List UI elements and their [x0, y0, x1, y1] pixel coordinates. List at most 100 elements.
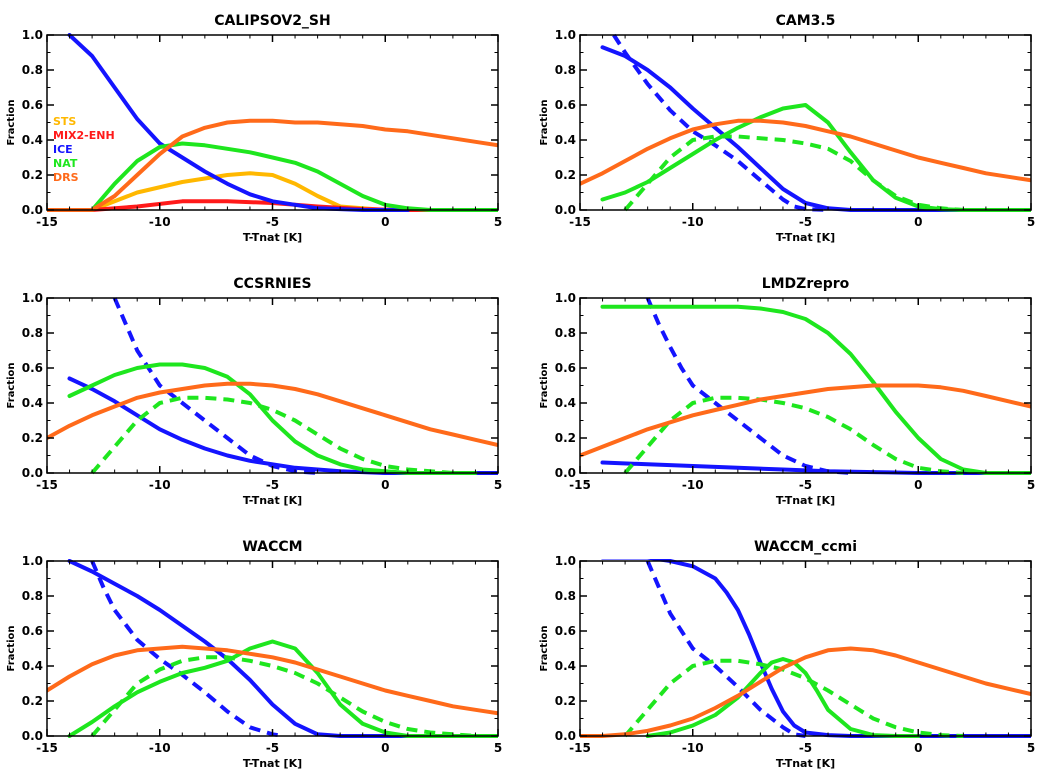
series-line-5 [47, 118, 498, 212]
x-tick-label: 5 [1027, 741, 1035, 755]
series-line-4 [47, 141, 498, 212]
legend-entry: STS [53, 115, 76, 128]
series-line-1 [67, 559, 498, 738]
series-group [47, 559, 498, 738]
series-line-5 [580, 646, 1031, 738]
x-axis-label: T-Tnat [K] [776, 231, 835, 244]
y-tick-label: 0.0 [22, 729, 43, 743]
x-tick-label: -15 [569, 741, 591, 755]
series-line-2 [112, 297, 318, 475]
x-tick-label: -5 [799, 215, 812, 229]
x-tick-label: -5 [266, 478, 279, 492]
chart-panel-6: WACCM_ccmi -15 -10 -5 0 5 0.0 0.2 0.4 0.6 0.8 1.0 T-… [539, 539, 1035, 770]
series-line-4 [623, 395, 964, 475]
y-axis-label: Fraction [539, 626, 550, 672]
y-tick-label: 0.4 [555, 396, 576, 410]
series-line-3 [645, 657, 921, 738]
y-tick-label: 0.4 [22, 659, 43, 673]
y-tick-label: 0.2 [555, 168, 576, 182]
series-group [580, 33, 1031, 212]
y-tick-label: 1.0 [22, 28, 43, 42]
x-tick-label: 0 [381, 478, 389, 492]
y-tick-label: 0.8 [22, 589, 43, 603]
y-tick-label: 1.0 [22, 291, 43, 305]
x-tick-label: -10 [682, 741, 704, 755]
x-tick-label: -5 [266, 741, 279, 755]
x-tick-label: -10 [682, 215, 704, 229]
x-axis-label: T-Tnat [K] [243, 494, 302, 507]
chart-title: CALIPSOV2_SH [214, 13, 330, 29]
y-axis-label: Fraction [539, 100, 550, 146]
chart-panel-3: CCSRNIES -15 -10 -5 0 5 0.0 0.2 0.4 0.6 0.8 1.0 T-Tn… [6, 276, 502, 507]
series-group [580, 559, 1031, 738]
series-line-3 [600, 304, 1031, 475]
x-tick-label: -5 [799, 478, 812, 492]
series-line-2 [645, 560, 806, 738]
y-tick-label: 0.6 [555, 624, 576, 638]
y-tick-label: 1.0 [22, 554, 43, 568]
x-tick-label: 5 [494, 741, 502, 755]
y-tick-label: 0.8 [22, 326, 43, 340]
y-tick-label: 1.0 [555, 291, 576, 305]
series-line-2 [645, 297, 851, 475]
series-line-3 [67, 639, 498, 738]
legend-entry: DRS [53, 171, 79, 184]
x-axis-label: T-Tnat [K] [243, 757, 302, 770]
y-tick-label: 0.4 [555, 133, 576, 147]
x-tick-label: -10 [149, 215, 171, 229]
x-tick-label: 0 [914, 478, 922, 492]
chart-title: CCSRNIES [233, 276, 311, 292]
x-tick-label: 0 [381, 215, 389, 229]
legend-entry: NAT [53, 157, 78, 170]
y-tick-label: 0.2 [22, 694, 43, 708]
x-tick-label: 0 [381, 741, 389, 755]
series-line-5 [47, 381, 498, 447]
series-line-3 [67, 362, 478, 475]
x-tick-label: -10 [149, 741, 171, 755]
x-axis-label: T-Tnat [K] [776, 757, 835, 770]
series-group [580, 297, 1031, 475]
y-tick-label: 0.0 [22, 466, 43, 480]
chart-panel-1: CALIPSOV2_SH -15 -10 -5 0 5 0.0 0.2 0.4 0.6 0.8 1.0… [6, 13, 502, 244]
legend-entry: ICE [53, 143, 73, 156]
chart-panel-4: LMDZrepro -15 -10 -5 0 5 0.0 0.2 0.4 0.6 0.8 1.0 T-T… [539, 276, 1035, 507]
chart-panel-5: WACCM -15 -10 -5 0 5 0.0 0.2 0.4 0.6 0.8 1.0 T-Tnat … [6, 539, 502, 770]
chart-title: WACCM [242, 539, 302, 555]
y-axis-label: Fraction [539, 363, 550, 409]
x-tick-label: -5 [799, 741, 812, 755]
series-line-4 [623, 658, 964, 738]
x-tick-label: -5 [266, 215, 279, 229]
y-tick-label: 0.8 [555, 326, 576, 340]
series-line-4 [623, 134, 964, 212]
series-group [47, 297, 498, 475]
series-line-2 [612, 33, 829, 212]
y-tick-label: 1.0 [555, 554, 576, 568]
chart-title: CAM3.5 [776, 13, 836, 29]
legend-entry: MIX2-ENH [53, 129, 115, 142]
y-axis-label: Fraction [6, 100, 17, 146]
y-tick-label: 0.0 [22, 203, 43, 217]
x-tick-label: 0 [914, 741, 922, 755]
series-line-4 [90, 395, 476, 475]
plot-frame [579, 297, 1032, 474]
x-tick-label: 5 [1027, 215, 1035, 229]
y-tick-label: 0.6 [22, 624, 43, 638]
x-tick-label: 5 [1027, 478, 1035, 492]
y-axis-label: Fraction [6, 626, 17, 672]
series-group [47, 33, 498, 212]
x-tick-label: -15 [36, 215, 58, 229]
series-line-5 [580, 118, 1031, 186]
x-tick-label: -15 [569, 215, 591, 229]
x-axis-label: T-Tnat [K] [243, 231, 302, 244]
series-line-3 [600, 103, 1031, 212]
chart-title: LMDZrepro [762, 276, 850, 292]
y-tick-label: 0.2 [22, 168, 43, 182]
y-tick-label: 0.6 [555, 361, 576, 375]
y-tick-label: 0.0 [555, 466, 576, 480]
x-tick-label: -15 [569, 478, 591, 492]
x-tick-label: -15 [36, 478, 58, 492]
series-line-3 [67, 33, 410, 212]
x-tick-label: -10 [682, 478, 704, 492]
